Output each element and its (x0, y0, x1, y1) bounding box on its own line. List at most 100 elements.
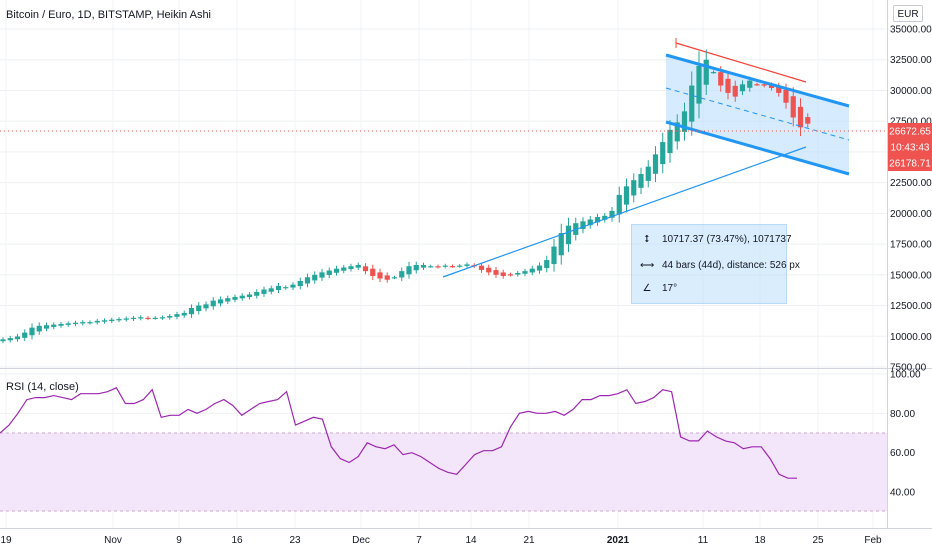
time-axis[interactable]: 19 Nov 9 16 23 Dec 7 14 21 2021 11 18 25 Feb (0, 535, 882, 546)
candle-body (87, 322, 93, 324)
currency-button[interactable]: EUR (893, 5, 923, 22)
rsi-tick-label: 80.00 (890, 409, 915, 420)
trendline[interactable] (442, 146, 807, 278)
candle-body (732, 85, 738, 97)
time-tick-label: Feb (864, 535, 882, 546)
candle-body (500, 272, 506, 277)
candle-body (551, 246, 557, 265)
time-tick-label: Dec (352, 535, 370, 546)
candle-body (609, 210, 615, 218)
candle-body (478, 265, 485, 270)
price-tick-label: 17500.00 (890, 240, 932, 251)
rsi-axis[interactable]: 40.00 60.00 80.00 100.00 (890, 370, 921, 499)
candle-body (739, 84, 746, 92)
candle-body (522, 271, 528, 274)
candle-body (660, 142, 666, 165)
candle-body (94, 320, 100, 323)
candle-body (428, 266, 434, 268)
time-tick-label: 19 (0, 535, 12, 546)
candle-body (123, 318, 129, 320)
candle-body (558, 233, 564, 256)
price-tick-label: 15000.00 (890, 270, 932, 281)
candle-body (254, 292, 260, 296)
candle-body (435, 266, 441, 268)
price-tick-label: 30000.00 (890, 86, 932, 97)
channel-median-line (665, 87, 850, 141)
candle-body (268, 288, 274, 292)
candle-body (167, 315, 173, 318)
candle-body (14, 336, 21, 340)
candle-body (51, 324, 57, 327)
candle-body (805, 117, 811, 124)
candle-body (442, 265, 448, 267)
countdown-badge (888, 139, 932, 155)
candle-body (232, 296, 238, 300)
measure-bars-text: 44 bars (44d), distance: 526 px (662, 260, 800, 271)
candle-body (783, 89, 789, 103)
candle-body (631, 180, 637, 196)
candle-body (22, 332, 28, 338)
candle-body (710, 72, 717, 74)
candle-body (326, 270, 332, 275)
candle-body (210, 300, 216, 307)
candle-body (399, 271, 405, 278)
candle-body (225, 298, 231, 302)
candle-body (116, 319, 122, 321)
candle-body (718, 72, 724, 86)
time-tick-label: 16 (231, 535, 243, 546)
candle-body (747, 80, 753, 88)
candle-body (594, 217, 601, 223)
other-price-badge (888, 155, 932, 171)
channel-upper-line[interactable] (665, 53, 850, 108)
candle-body (333, 268, 340, 273)
candle-body (217, 299, 224, 304)
candle-body (689, 85, 695, 122)
candle-body (65, 323, 71, 325)
candle-body (645, 166, 651, 181)
chart-title[interactable]: Bitcoin / Euro, 1D, BITSTAMP, Heikin Ash… (6, 9, 212, 21)
price-tick-label: 27500.00 (890, 117, 932, 128)
candle-body (101, 320, 108, 322)
rsi-tick-label: 40.00 (890, 488, 915, 499)
candle-body (304, 277, 311, 284)
candle-body (797, 106, 804, 128)
candle-body (80, 322, 86, 324)
time-tick-label: 11 (698, 535, 709, 546)
candle-body (181, 312, 187, 316)
candle-body (275, 285, 282, 291)
candle-body (616, 194, 622, 215)
rsi-title[interactable]: RSI (14, close) (6, 381, 79, 393)
price-tick-label: 12500.00 (890, 301, 932, 312)
other-price-text: 26178.71 (889, 159, 931, 170)
candle-body (312, 274, 318, 281)
candle-body (239, 295, 245, 299)
candle-body (319, 272, 325, 278)
candle-body (406, 266, 412, 275)
resistance-line[interactable] (675, 42, 807, 83)
candle-body (196, 305, 202, 312)
time-tick-label: 7 (416, 535, 422, 546)
candle-body (602, 215, 608, 220)
countdown-text: 10:43:43 (891, 143, 930, 154)
price-tick-label: 7500.00 (890, 363, 927, 374)
rsi-tick-label: 60.00 (890, 448, 915, 459)
candle-body (384, 275, 390, 280)
time-tick-label: 21 (523, 535, 535, 546)
price-tick-label: 32500.00 (890, 55, 932, 66)
price-axis[interactable]: 7500.00 10000.00 12500.00 15000.00 17500.00 2… (890, 25, 932, 374)
measure-angle-row: ∠ 17° (640, 283, 678, 294)
time-tick-label: 2021 (607, 535, 630, 546)
time-tick-label: 23 (289, 535, 301, 546)
candle-body (341, 267, 347, 271)
candle-body (457, 265, 463, 267)
candle-body (355, 264, 361, 268)
price-badges: 26672.65 10:43:43 26178.71 (888, 123, 932, 171)
candle-body (420, 264, 427, 268)
price-tick-label: 35000.00 (890, 25, 932, 36)
candle-body (529, 268, 535, 273)
time-tick-label: Nov (104, 535, 122, 546)
candle-body (130, 317, 137, 320)
price-tick-label: 20000.00 (890, 209, 932, 220)
